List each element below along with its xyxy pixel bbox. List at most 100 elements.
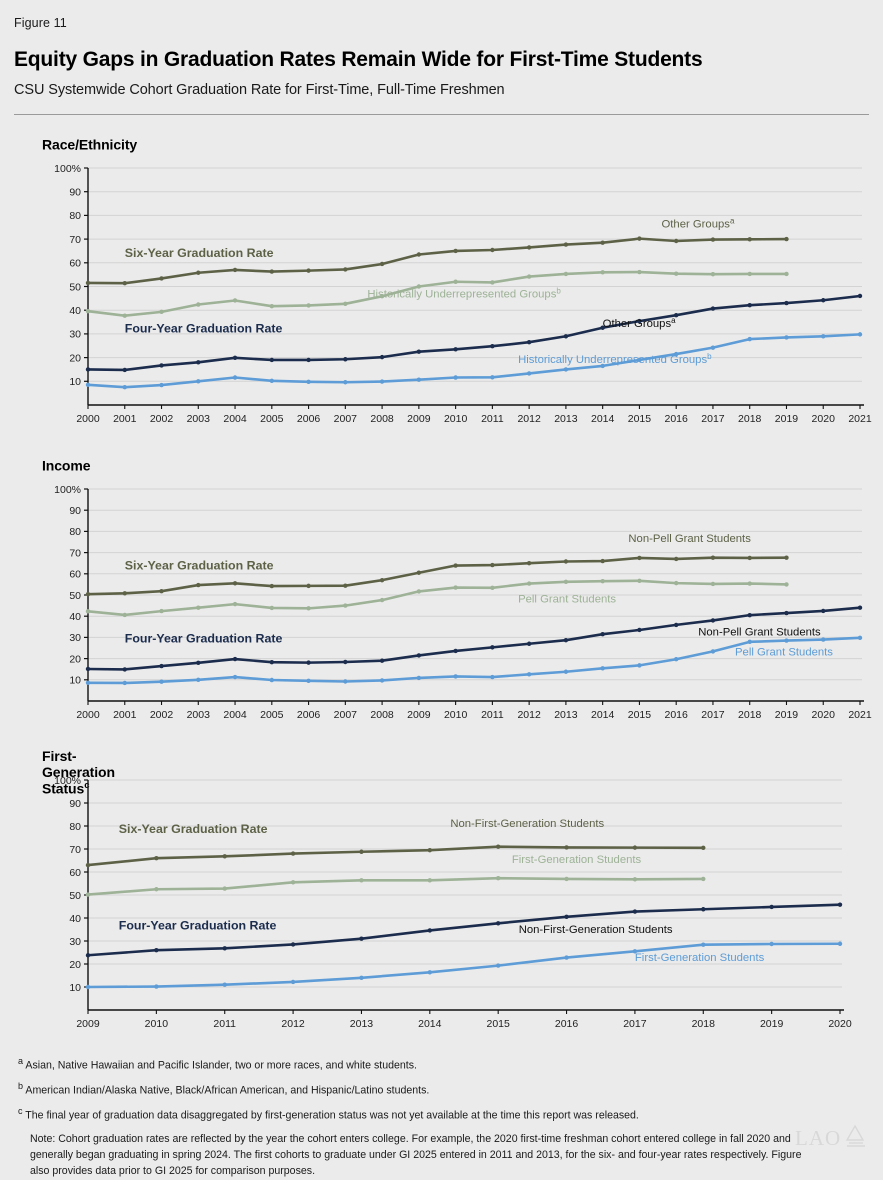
data-point xyxy=(563,637,569,643)
data-point xyxy=(343,357,348,362)
data-point xyxy=(637,555,642,561)
data-point xyxy=(747,639,752,645)
x-tick-label: 2011 xyxy=(481,709,504,721)
x-tick-label: 2012 xyxy=(517,709,541,721)
series-annotation-label: First-Generation Students xyxy=(512,854,642,866)
data-point xyxy=(563,579,569,585)
data-point xyxy=(379,577,385,583)
footnote-marker: b xyxy=(18,1081,24,1091)
x-tick-label: 2020 xyxy=(812,709,836,721)
data-point xyxy=(196,302,201,307)
x-tick-label: 2004 xyxy=(223,709,247,721)
data-point xyxy=(453,279,458,284)
series-line xyxy=(86,579,788,617)
data-point xyxy=(637,627,642,633)
data-point xyxy=(490,645,495,650)
data-point xyxy=(701,907,706,912)
data-point xyxy=(837,941,843,946)
data-point xyxy=(710,581,716,587)
data-point xyxy=(637,318,642,324)
footnote-text: American Indian/Alaska Native, Black/Afr… xyxy=(25,1084,430,1097)
series-annotation-label: Non-Pell Grant Students xyxy=(628,533,751,545)
data-point xyxy=(526,641,532,646)
data-point xyxy=(343,380,348,385)
series-annotation-label: Non-First-Generation Students xyxy=(450,818,604,830)
data-point xyxy=(122,280,127,286)
data-point xyxy=(269,357,275,363)
data-point xyxy=(784,582,789,587)
data-point xyxy=(784,271,789,277)
x-tick-label: 2018 xyxy=(692,1018,716,1030)
y-tick-label: 40 xyxy=(69,611,81,623)
y-tick-label: 10 xyxy=(69,376,81,388)
x-tick-label: 2015 xyxy=(487,1018,511,1030)
data-point xyxy=(632,949,638,954)
series-annotation-label: Other Groupsa xyxy=(603,316,676,330)
data-point xyxy=(232,355,238,361)
data-point xyxy=(747,237,752,242)
data-point xyxy=(416,675,422,681)
data-point xyxy=(490,585,495,590)
series-line xyxy=(86,294,862,372)
data-point xyxy=(632,877,638,882)
data-point xyxy=(564,845,569,850)
data-point xyxy=(196,660,201,666)
data-point xyxy=(343,267,348,272)
x-tick-label: 2012 xyxy=(281,1018,305,1030)
data-point xyxy=(710,237,716,242)
series-line xyxy=(86,556,788,596)
data-point xyxy=(453,375,458,380)
x-tick-label: 2007 xyxy=(334,413,358,425)
x-tick-label: 2013 xyxy=(554,413,578,425)
data-point xyxy=(564,914,569,920)
y-tick-label: 70 xyxy=(69,844,81,856)
x-tick-label: 2018 xyxy=(738,413,762,425)
y-tick-label: 70 xyxy=(69,234,81,246)
x-tick-label: 2006 xyxy=(297,413,321,425)
data-point xyxy=(159,608,164,614)
y-tick-label: 50 xyxy=(69,281,81,293)
data-point xyxy=(563,334,569,339)
chart-race-ethnicity: 10 20 30 40 50 60 70 80 90 100% 2000 2001 2002 2003 20… xyxy=(40,160,880,452)
data-point xyxy=(269,303,275,309)
data-point xyxy=(359,975,364,980)
x-tick-label: 2014 xyxy=(591,413,615,425)
data-point xyxy=(526,274,532,279)
data-point xyxy=(495,921,501,926)
data-point xyxy=(526,561,532,566)
y-tick-label: 30 xyxy=(69,936,81,948)
data-point xyxy=(416,252,422,257)
data-point xyxy=(196,582,201,588)
x-tick-label: 2005 xyxy=(260,709,284,721)
data-point xyxy=(821,298,826,303)
panel-title-text: Income xyxy=(42,457,91,474)
data-point xyxy=(159,276,164,281)
data-point xyxy=(306,303,311,308)
y-tick-label: 20 xyxy=(69,352,81,364)
x-tick-label: 2021 xyxy=(848,413,872,425)
data-point xyxy=(85,680,91,685)
data-point xyxy=(600,666,605,671)
data-point xyxy=(747,336,752,342)
data-point xyxy=(343,603,348,608)
data-point xyxy=(526,672,532,677)
data-point xyxy=(222,946,227,951)
x-tick-label: 2019 xyxy=(760,1018,784,1030)
data-point xyxy=(600,325,605,330)
page-title: Equity Gaps in Graduation Rates Remain W… xyxy=(14,48,703,71)
data-point xyxy=(416,570,422,575)
data-point xyxy=(222,982,227,987)
header-divider xyxy=(14,114,869,115)
series-annotation-label: Four-Year Graduation Rate xyxy=(119,919,277,933)
panel-title-first-generation-status: First-Generation Statusc xyxy=(42,748,115,797)
data-point xyxy=(495,844,501,849)
y-tick-label: 100% xyxy=(54,163,81,175)
data-point xyxy=(637,269,642,275)
data-point xyxy=(710,555,716,560)
data-point xyxy=(85,280,91,286)
x-tick-label: 2002 xyxy=(150,709,174,721)
data-point xyxy=(637,578,642,583)
x-tick-label: 2011 xyxy=(481,413,504,425)
footnote-text: The final year of graduation data disagg… xyxy=(25,1109,639,1122)
